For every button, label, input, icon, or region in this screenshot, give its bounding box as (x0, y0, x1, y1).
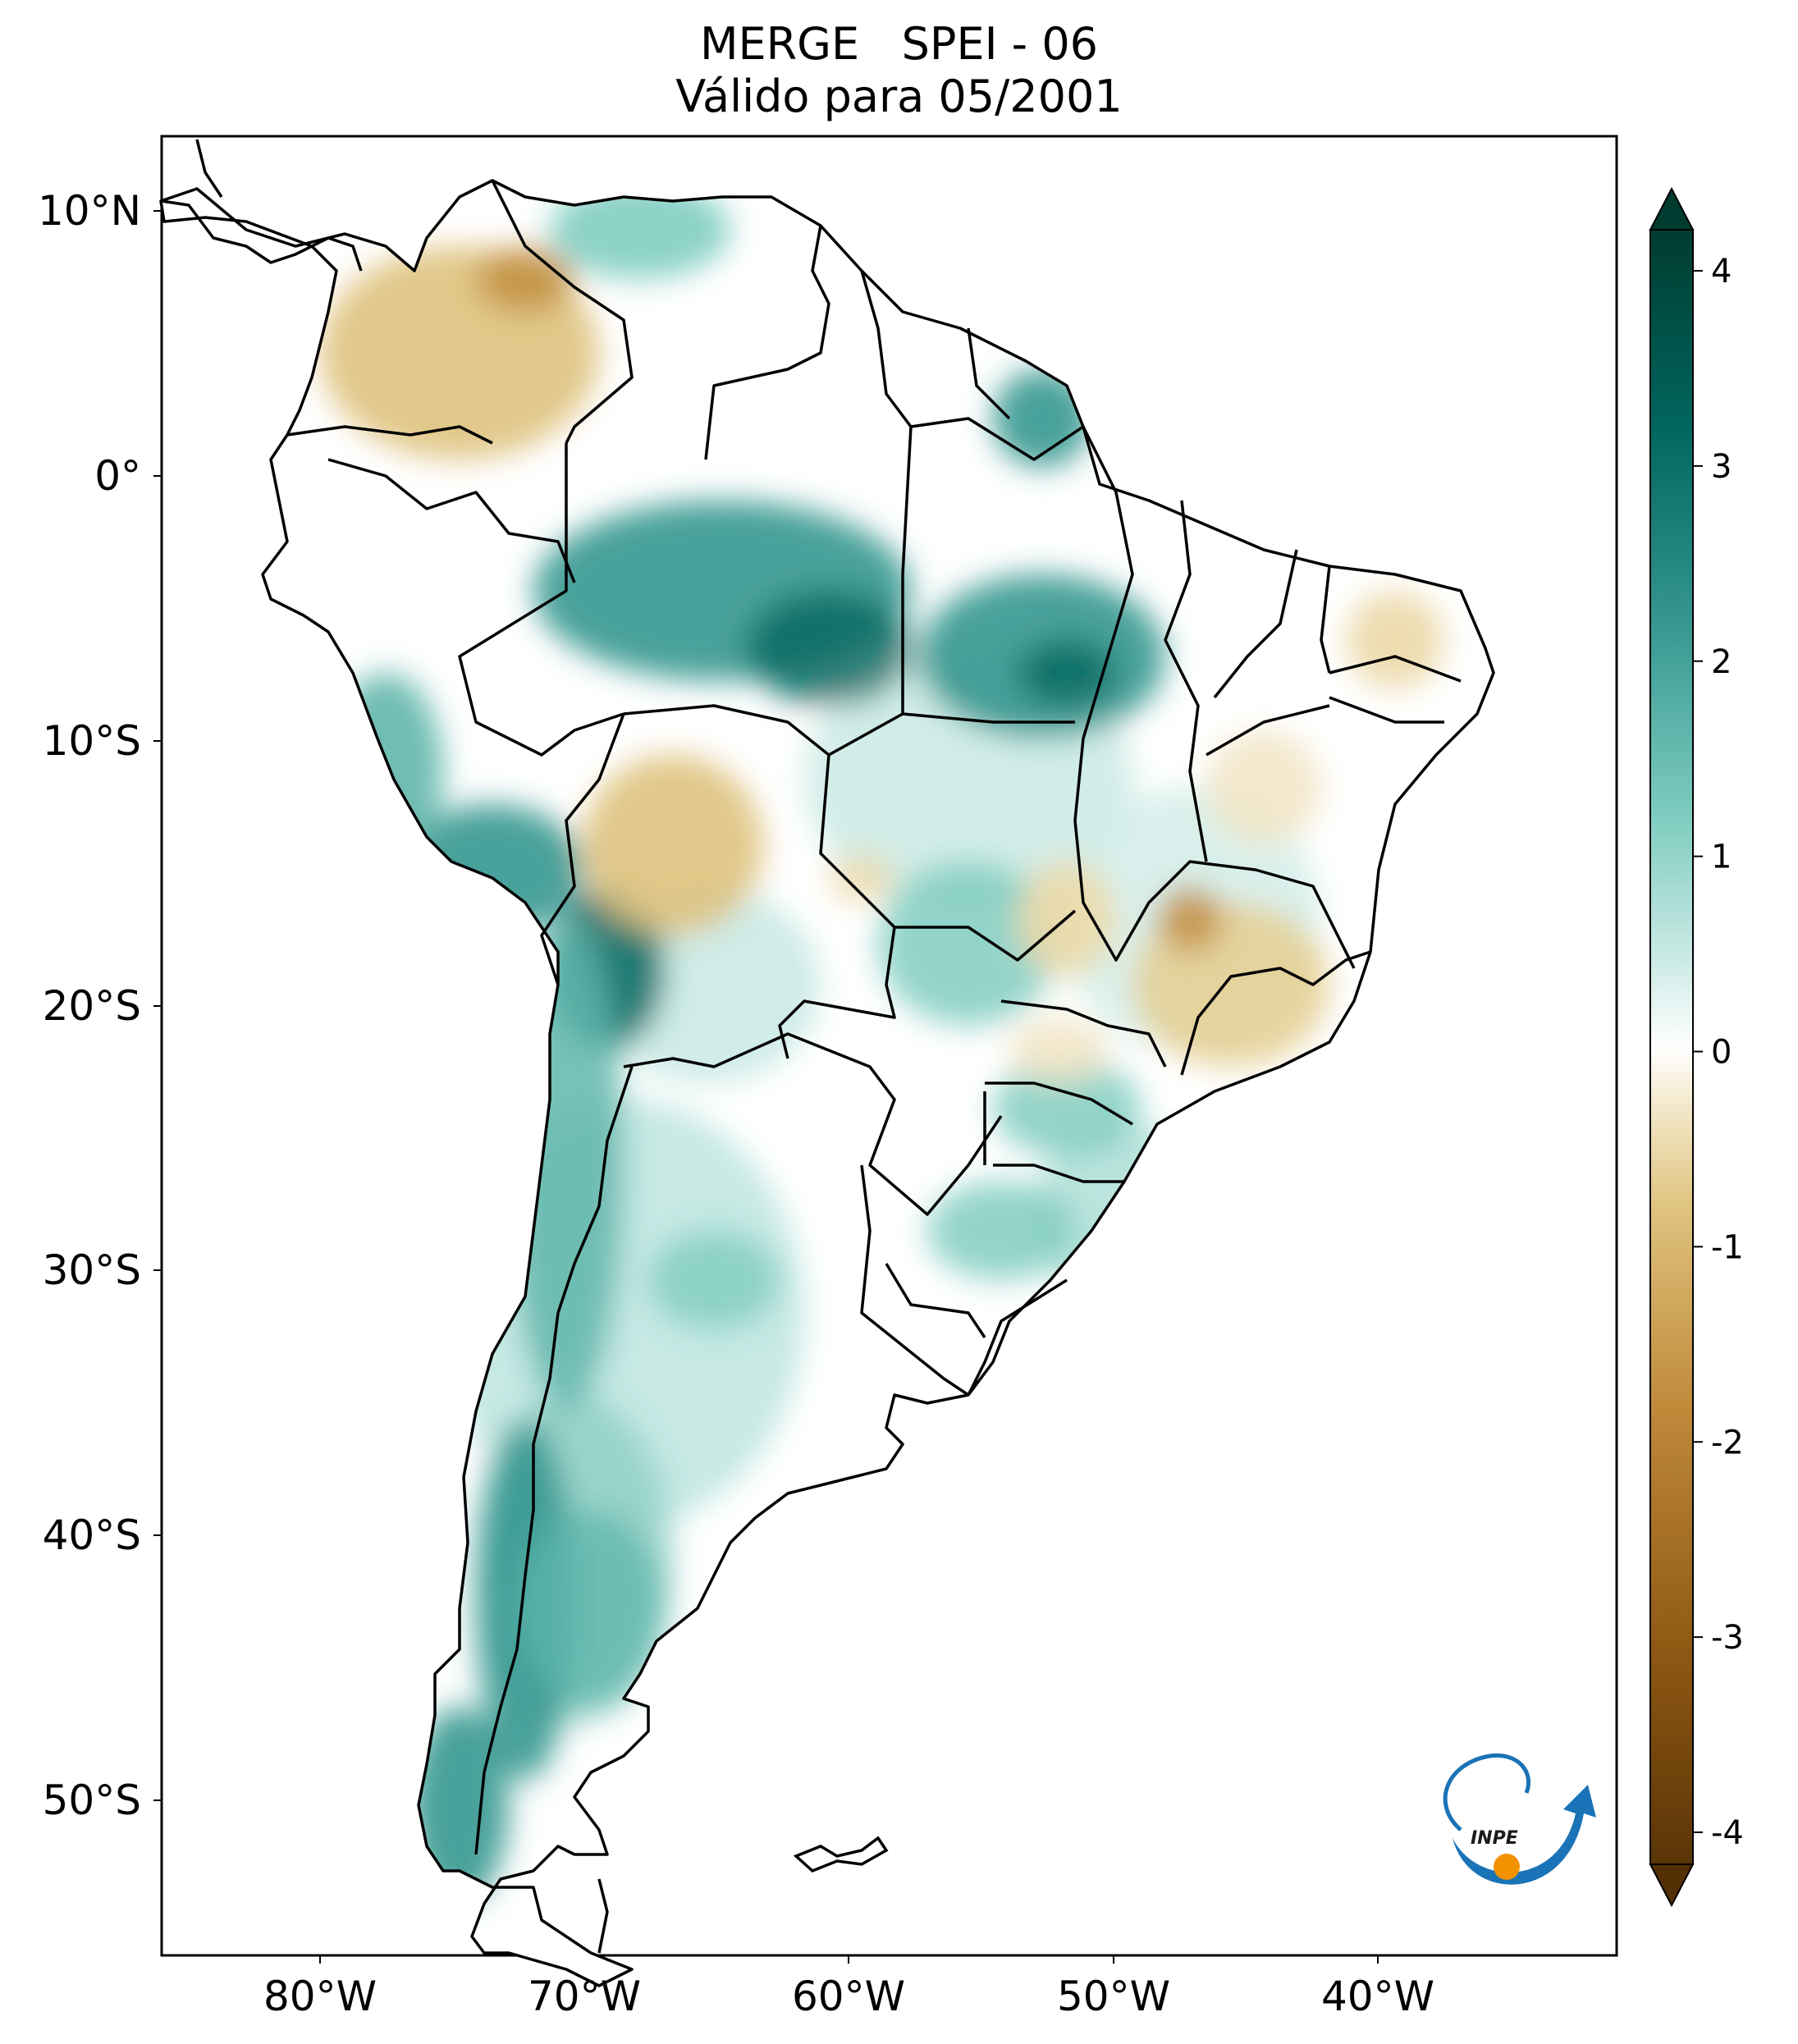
falkland-islands (793, 1836, 889, 1873)
lon-tick-label: 60°W (792, 1973, 905, 2020)
longitude-labels: 80°W 70°W 60°W 50°W 40°W (263, 1973, 1434, 2020)
lat-tick-label: 30°S (43, 1246, 141, 1294)
lat-tick-label: 10°S (43, 717, 141, 765)
lon-tick-label: 80°W (263, 1973, 377, 2020)
lon-tick-label: 50°W (1057, 1973, 1170, 2020)
inpe-logo-text: INPE (1471, 1828, 1518, 1849)
lat-tick-label: 50°S (43, 1776, 141, 1824)
lon-tick-label: 40°W (1321, 1973, 1434, 2020)
colorbar-extend-low (1649, 1863, 1695, 1908)
title-line-1: MERGE SPEI - 06 (699, 18, 1099, 70)
country-borders (159, 139, 1495, 1987)
map-title: MERGE SPEI - 06 Válido para 05/2001 (0, 18, 1798, 123)
colorbar-tick-label: -4 (1711, 1814, 1744, 1852)
colorbar-tick-label: -2 (1711, 1424, 1744, 1461)
colorbar-tick-label: 2 (1711, 643, 1732, 681)
latitude-axis (153, 210, 162, 1801)
lat-tick-label: 20°S (43, 982, 141, 1030)
lat-tick-label: 40°S (43, 1511, 141, 1559)
lat-tick-label: 0° (94, 452, 141, 500)
colorbar-extend-high (1649, 186, 1695, 231)
latitude-labels: 10°N 0° 10°S 20°S 30°S 40°S 50°S (38, 187, 141, 1824)
colorbar-tick-label: 0 (1711, 1034, 1732, 1072)
colorbar: 4 3 2 1 0 -1 -2 -3 -4 (1649, 186, 1744, 1908)
lon-tick-label: 70°W (528, 1973, 641, 2020)
colorbar-tick-label: -1 (1711, 1228, 1744, 1266)
title-line-2: Válido para 05/2001 (675, 71, 1123, 122)
inpe-logo: INPE (1443, 1753, 1596, 1885)
lat-tick-label: 10°N (38, 187, 141, 235)
colorbar-tick-label: 4 (1711, 253, 1732, 290)
colorbar-tick-label: -3 (1711, 1619, 1744, 1657)
colorbar-gradient (1649, 229, 1694, 1865)
colorbar-ticks: 4 3 2 1 0 -1 -2 -3 -4 (1693, 253, 1744, 1852)
colorbar-tick-label: 1 (1711, 839, 1732, 876)
colorbar-tick-label: 3 (1711, 448, 1732, 486)
